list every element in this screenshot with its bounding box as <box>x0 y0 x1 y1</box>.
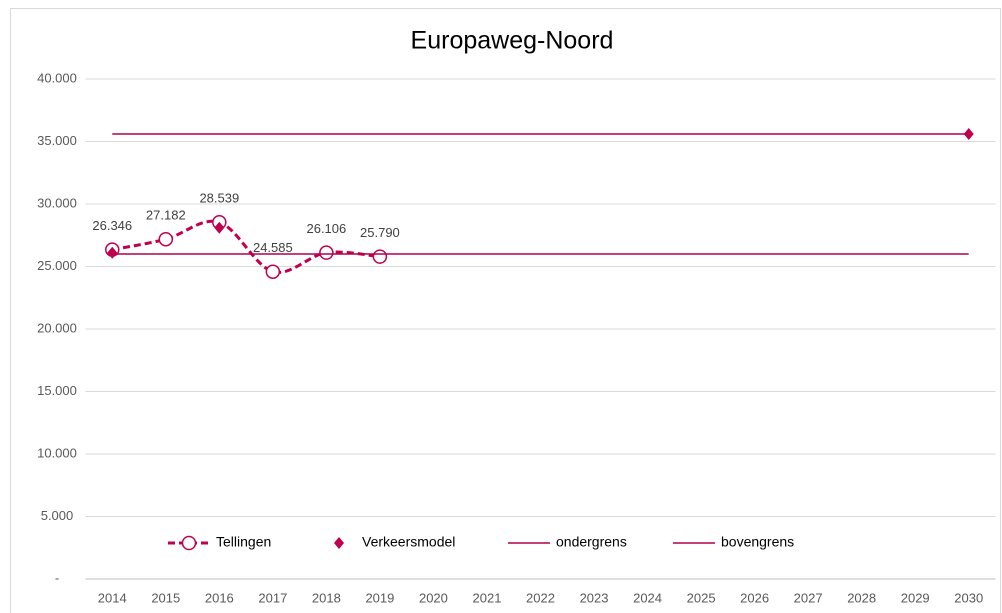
x-tick-label: 2017 <box>258 590 287 605</box>
x-tick-label: 2021 <box>473 590 502 605</box>
x-tick-label: 2028 <box>847 590 876 605</box>
y-tick-label: 35.000 <box>37 133 77 148</box>
x-tick-label: 2029 <box>901 590 930 605</box>
x-tick-label: 2018 <box>312 590 341 605</box>
x-tick-label: 2026 <box>740 590 769 605</box>
x-tick-label: 2014 <box>98 590 127 605</box>
data-label: 24.585 <box>253 240 293 255</box>
legend-label: Tellingen <box>216 534 271 550</box>
x-tick-label: 2025 <box>687 590 716 605</box>
x-tick-label: 2023 <box>580 590 609 605</box>
y-tick-label: 20.000 <box>37 320 77 335</box>
point <box>319 245 334 260</box>
point <box>107 246 118 259</box>
point <box>214 221 225 234</box>
data-label: 26.106 <box>306 221 346 236</box>
y-tick-label: 30.000 <box>37 195 77 210</box>
x-tick-label: 2024 <box>633 590 662 605</box>
y-tick-label: - <box>55 570 59 585</box>
legend-swatch <box>181 535 197 551</box>
y-tick-label: 10.000 <box>37 445 77 460</box>
chart-frame <box>10 8 1001 613</box>
data-label: 25.790 <box>360 225 400 240</box>
data-label: 28.539 <box>199 191 239 206</box>
point <box>265 264 281 279</box>
data-label: 27.182 <box>146 208 186 223</box>
x-tick-label: 2027 <box>794 590 823 605</box>
legend-label: bovengrens <box>721 534 794 550</box>
legend-label: Verkeersmodel <box>362 534 455 550</box>
x-tick-label: 2020 <box>419 590 448 605</box>
y-tick-label: 25.000 <box>37 258 77 273</box>
data-label: 26.346 <box>92 218 132 233</box>
legend-swatch <box>334 537 344 549</box>
y-tick-label: 5.000 <box>41 508 74 523</box>
x-tick-label: 2016 <box>205 590 234 605</box>
x-tick-label: 2015 <box>151 590 180 605</box>
legend-label: ondergrens <box>556 534 627 550</box>
y-tick-label: 15.000 <box>37 383 77 398</box>
x-tick-label: 2019 <box>365 590 394 605</box>
x-tick-label: 2030 <box>954 590 983 605</box>
point <box>372 249 388 264</box>
chart-title: Europaweg-Noord <box>411 27 614 55</box>
x-tick-label: 2022 <box>526 590 555 605</box>
point <box>158 231 174 247</box>
y-tick-label: 40.000 <box>37 70 77 85</box>
